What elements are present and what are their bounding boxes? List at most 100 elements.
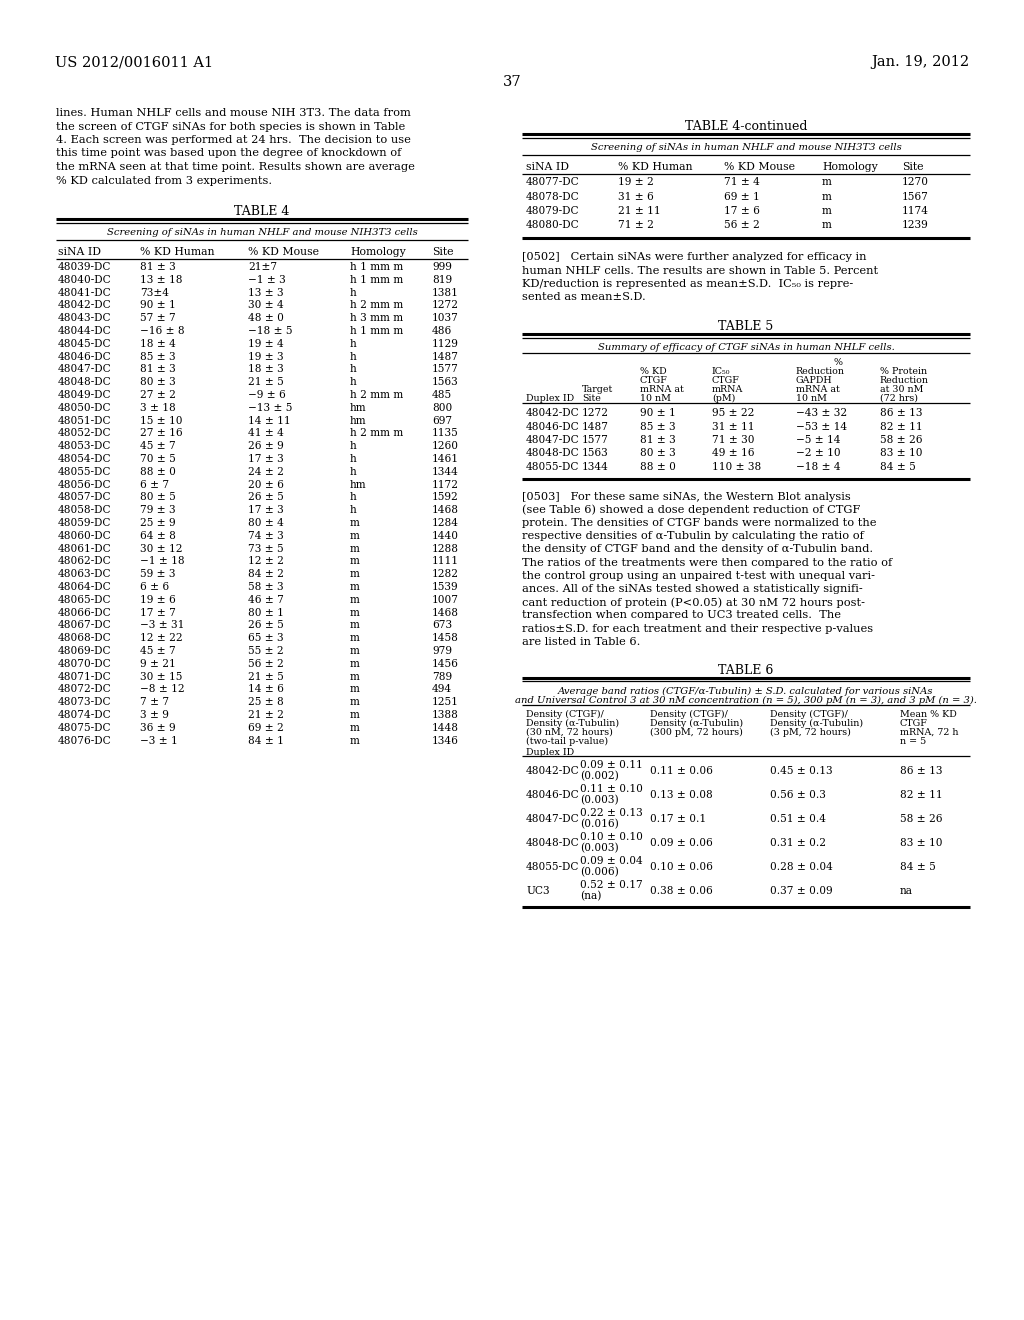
- Text: h 2 mm m: h 2 mm m: [350, 301, 403, 310]
- Text: 697: 697: [432, 416, 453, 425]
- Text: 17 ± 7: 17 ± 7: [140, 607, 176, 618]
- Text: 110 ± 38: 110 ± 38: [712, 462, 761, 473]
- Text: 48058-DC: 48058-DC: [58, 506, 112, 515]
- Text: GAPDH: GAPDH: [796, 376, 833, 385]
- Text: 0.28 ± 0.04: 0.28 ± 0.04: [770, 862, 833, 873]
- Text: 21 ± 5: 21 ± 5: [248, 378, 284, 387]
- Text: 48057-DC: 48057-DC: [58, 492, 112, 503]
- Text: 1487: 1487: [432, 351, 459, 362]
- Text: 48065-DC: 48065-DC: [58, 595, 112, 605]
- Text: 59 ± 3: 59 ± 3: [140, 569, 175, 579]
- Text: −53 ± 14: −53 ± 14: [796, 421, 847, 432]
- Text: h: h: [350, 454, 356, 465]
- Text: 0.37 ± 0.09: 0.37 ± 0.09: [770, 886, 833, 896]
- Text: 45 ± 7: 45 ± 7: [140, 645, 176, 656]
- Text: siNA ID: siNA ID: [58, 247, 101, 257]
- Text: siNA ID: siNA ID: [526, 162, 569, 172]
- Text: hm: hm: [350, 479, 367, 490]
- Text: h: h: [350, 467, 356, 477]
- Text: 1272: 1272: [432, 301, 459, 310]
- Text: 1567: 1567: [902, 191, 929, 202]
- Text: h 2 mm m: h 2 mm m: [350, 389, 403, 400]
- Text: −9 ± 6: −9 ± 6: [248, 389, 286, 400]
- Text: Jan. 19, 2012: Jan. 19, 2012: [870, 55, 969, 69]
- Text: Density (α-Tubulin): Density (α-Tubulin): [650, 719, 743, 729]
- Text: 1174: 1174: [902, 206, 929, 216]
- Text: 82 ± 11: 82 ± 11: [900, 789, 943, 800]
- Text: 48072-DC: 48072-DC: [58, 684, 112, 694]
- Text: ratios±S.D. for each treatment and their respective p-values: ratios±S.D. for each treatment and their…: [522, 623, 873, 634]
- Text: m: m: [822, 177, 831, 187]
- Text: 21 ± 5: 21 ± 5: [248, 672, 284, 681]
- Text: 3 ± 18: 3 ± 18: [140, 403, 176, 413]
- Text: 48042-DC: 48042-DC: [58, 301, 112, 310]
- Text: 14 ± 11: 14 ± 11: [248, 416, 291, 425]
- Text: 65 ± 3: 65 ± 3: [248, 634, 284, 643]
- Text: 48074-DC: 48074-DC: [58, 710, 112, 719]
- Text: 74 ± 3: 74 ± 3: [248, 531, 284, 541]
- Text: 0.51 ± 0.4: 0.51 ± 0.4: [770, 814, 826, 824]
- Text: h: h: [350, 351, 356, 362]
- Text: % KD Mouse: % KD Mouse: [248, 247, 319, 257]
- Text: 90 ± 1: 90 ± 1: [140, 301, 176, 310]
- Text: −3 ± 1: −3 ± 1: [140, 735, 178, 746]
- Text: 88 ± 0: 88 ± 0: [640, 462, 676, 473]
- Text: 26 ± 9: 26 ± 9: [248, 441, 284, 451]
- Text: 48041-DC: 48041-DC: [58, 288, 112, 297]
- Text: m: m: [350, 557, 359, 566]
- Text: 1282: 1282: [432, 569, 459, 579]
- Text: m: m: [350, 684, 359, 694]
- Text: 45 ± 7: 45 ± 7: [140, 441, 176, 451]
- Text: h 1 mm m: h 1 mm m: [350, 275, 403, 285]
- Text: Density (α-Tubulin): Density (α-Tubulin): [770, 719, 863, 729]
- Text: −2 ± 10: −2 ± 10: [796, 449, 841, 458]
- Text: 71 ± 30: 71 ± 30: [712, 436, 755, 445]
- Text: h 2 mm m: h 2 mm m: [350, 429, 403, 438]
- Text: 48054-DC: 48054-DC: [58, 454, 112, 465]
- Text: 86 ± 13: 86 ± 13: [900, 766, 942, 776]
- Text: 48049-DC: 48049-DC: [58, 389, 112, 400]
- Text: 57 ± 7: 57 ± 7: [140, 313, 176, 323]
- Text: 69 ± 1: 69 ± 1: [724, 191, 760, 202]
- Text: CTGF: CTGF: [900, 719, 928, 727]
- Text: 48046-DC: 48046-DC: [526, 789, 580, 800]
- Text: 18 ± 4: 18 ± 4: [140, 339, 176, 348]
- Text: h: h: [350, 364, 356, 375]
- Text: mRNA at: mRNA at: [640, 385, 684, 393]
- Text: 17 ± 3: 17 ± 3: [248, 506, 284, 515]
- Text: 48062-DC: 48062-DC: [58, 557, 112, 566]
- Text: Target: Target: [582, 385, 613, 393]
- Text: m: m: [350, 620, 359, 631]
- Text: (300 pM, 72 hours): (300 pM, 72 hours): [650, 727, 742, 737]
- Text: and Universal Control 3 at 30 nM concentration (n = 5), 300 pM (n = 3), and 3 pM: and Universal Control 3 at 30 nM concent…: [515, 696, 977, 705]
- Text: (0.016): (0.016): [580, 818, 618, 829]
- Text: 0.11 ± 0.10: 0.11 ± 0.10: [580, 784, 643, 793]
- Text: 48052-DC: 48052-DC: [58, 429, 112, 438]
- Text: Mean % KD: Mean % KD: [900, 710, 956, 719]
- Text: 48048-DC: 48048-DC: [526, 838, 580, 847]
- Text: 30 ± 15: 30 ± 15: [140, 672, 182, 681]
- Text: (two-tail p-value): (two-tail p-value): [526, 737, 608, 746]
- Text: Duplex ID: Duplex ID: [526, 748, 574, 756]
- Text: 0.31 ± 0.2: 0.31 ± 0.2: [770, 838, 826, 847]
- Text: 48042-DC: 48042-DC: [526, 766, 580, 776]
- Text: 48046-DC: 48046-DC: [58, 351, 112, 362]
- Text: 88 ± 0: 88 ± 0: [140, 467, 176, 477]
- Text: 58 ± 26: 58 ± 26: [900, 814, 942, 824]
- Text: 83 ± 10: 83 ± 10: [880, 449, 923, 458]
- Text: h: h: [350, 288, 356, 297]
- Text: 58 ± 3: 58 ± 3: [248, 582, 284, 591]
- Text: m: m: [822, 220, 831, 231]
- Text: 15 ± 10: 15 ± 10: [140, 416, 182, 425]
- Text: 48077-DC: 48077-DC: [526, 177, 580, 187]
- Text: 48064-DC: 48064-DC: [58, 582, 112, 591]
- Text: Density (CTGF)/: Density (CTGF)/: [650, 710, 728, 719]
- Text: 13 ± 3: 13 ± 3: [248, 288, 284, 297]
- Text: −5 ± 14: −5 ± 14: [796, 436, 841, 445]
- Text: m: m: [350, 645, 359, 656]
- Text: 999: 999: [432, 261, 452, 272]
- Text: m: m: [350, 517, 359, 528]
- Text: 25 ± 9: 25 ± 9: [140, 517, 176, 528]
- Text: 10 nM: 10 nM: [796, 393, 826, 403]
- Text: protein. The densities of CTGF bands were normalized to the: protein. The densities of CTGF bands wer…: [522, 517, 877, 528]
